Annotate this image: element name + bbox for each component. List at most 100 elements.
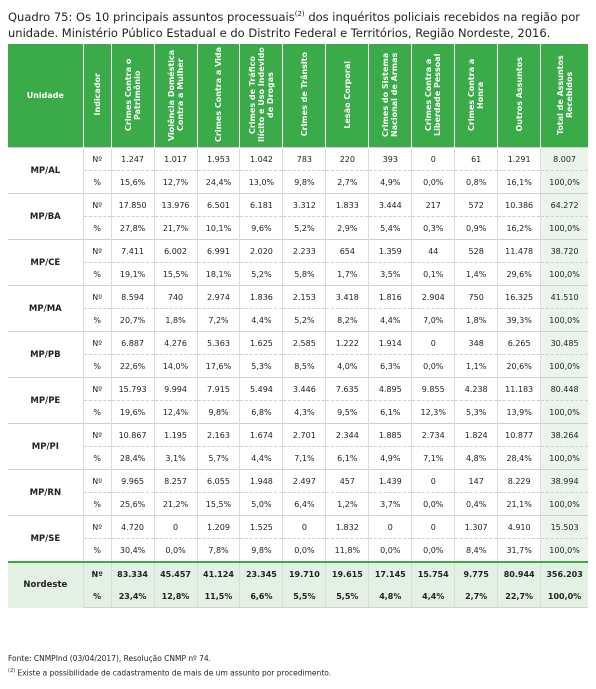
value-cell: 15,5%	[153, 262, 197, 286]
value-cell: 16,2%	[497, 216, 541, 240]
value-cell: 3,1%	[153, 446, 197, 470]
unit-cell: MP/SE	[8, 515, 84, 562]
value-cell: 0,8%	[454, 170, 498, 194]
value-cell: 19,1%	[110, 262, 155, 286]
value-cell: 14,0%	[153, 354, 197, 378]
value-cell: 21,1%	[497, 492, 541, 516]
value-cell: 1,4%	[454, 262, 498, 286]
header-label: Crimes Contra a Vida	[213, 47, 223, 142]
value-cell: 9,8%	[239, 538, 283, 562]
value-cell: 0	[282, 515, 326, 539]
value-cell: 100,0%	[540, 216, 588, 240]
value-cell: 45.457	[153, 561, 197, 585]
indicator-cell: %	[82, 308, 112, 332]
value-cell: 5,5%	[325, 585, 369, 608]
total-row: Nordeste Nº 83.334 45.457 41.124 23.345 19.710…	[8, 561, 588, 608]
value-cell: 9,8%	[196, 400, 240, 424]
value-cell: 3.312	[282, 193, 326, 217]
header-col-5: Crimes de Tráfico Ilícito e Uso Indevido…	[239, 44, 283, 148]
value-cell: 2.904	[411, 285, 455, 309]
header-col-7: Lesão Corporal	[325, 44, 369, 148]
value-cell: 4,3%	[282, 400, 326, 424]
value-cell: 7.915	[196, 377, 240, 401]
value-cell: 21,2%	[153, 492, 197, 516]
value-cell: 11,5%	[196, 585, 240, 608]
value-cell: 6,8%	[239, 400, 283, 424]
value-cell: 348	[454, 331, 498, 355]
value-cell: 0,0%	[368, 538, 412, 562]
value-cell: 4,8%	[454, 446, 498, 470]
table-row: % 30,4% 0,0% 7,8% 9,8% 0,0% 11,8% 0,0% 0,0% 8,4% 3…	[8, 538, 588, 562]
table-row: % 15,6% 12,7% 24,4% 13,0% 9,8% 2,7% 4,9% 0,0% 0,8…	[8, 170, 588, 194]
value-cell: 7,0%	[411, 308, 455, 332]
table-title: Quadro 75: Os 10 principais assuntos pro…	[8, 9, 580, 40]
value-cell: 1.836	[239, 285, 283, 309]
value-cell: 7,8%	[196, 538, 240, 562]
value-cell: 4,4%	[239, 446, 283, 470]
value-cell: 30.485	[540, 331, 588, 355]
value-cell: 0,4%	[454, 492, 498, 516]
value-cell: 18,1%	[196, 262, 240, 286]
value-cell: 12,7%	[153, 170, 197, 194]
value-cell: 10.386	[497, 193, 541, 217]
value-cell: 0	[411, 469, 455, 493]
value-cell: 0,1%	[411, 262, 455, 286]
value-cell: 44	[411, 239, 455, 263]
value-cell: 9,8%	[282, 170, 326, 194]
value-cell: 3,5%	[368, 262, 412, 286]
table-row: % 19,1% 15,5% 18,1% 5,2% 5,8% 1,7% 3,5% 0,1% 1,4%…	[8, 262, 588, 286]
unit-cell: MP/AL	[8, 147, 84, 194]
value-cell: 8.007	[540, 147, 588, 171]
indicator-cell: Nº	[82, 239, 112, 263]
value-cell: 17,6%	[196, 354, 240, 378]
header-col-9: Crimes Contra a Liberdade Pessoal	[411, 44, 455, 148]
value-cell: 5.363	[196, 331, 240, 355]
value-cell: 1.674	[239, 423, 283, 447]
value-cell: 5,2%	[239, 262, 283, 286]
value-cell: 11,8%	[325, 538, 369, 562]
header-label: Crimes Contra a Liberdade Pessoal	[424, 53, 443, 136]
unit-cell: MP/PI	[8, 423, 84, 470]
value-cell: 30,4%	[110, 538, 155, 562]
value-cell: 3.418	[325, 285, 369, 309]
value-cell: 2.701	[282, 423, 326, 447]
value-cell: 12,8%	[153, 585, 197, 608]
value-cell: 9,6%	[239, 216, 283, 240]
value-cell: 6,6%	[239, 585, 283, 608]
value-cell: 1,1%	[454, 354, 498, 378]
value-cell: 4,4%	[368, 308, 412, 332]
value-cell: 1.042	[239, 147, 283, 171]
value-cell: 22,7%	[497, 585, 541, 608]
value-cell: 80.944	[497, 561, 541, 585]
value-cell: 0,0%	[411, 538, 455, 562]
value-cell: 100,0%	[540, 446, 588, 470]
value-cell: 11.183	[497, 377, 541, 401]
value-cell: 7,1%	[282, 446, 326, 470]
value-cell: 17.850	[110, 193, 155, 217]
value-cell: 2.020	[239, 239, 283, 263]
value-cell: 2.233	[282, 239, 326, 263]
value-cell: 10.877	[497, 423, 541, 447]
value-cell: 13,0%	[239, 170, 283, 194]
value-cell: 1.291	[497, 147, 541, 171]
value-cell: 1.833	[325, 193, 369, 217]
header-col-10: Crimes Contra a Honra	[454, 44, 498, 148]
value-cell: 3.446	[282, 377, 326, 401]
table-row: % 27,8% 21,7% 10,1% 9,6% 5,2% 2,9% 5,4% 0,3% 0,9%…	[8, 216, 588, 240]
value-cell: 100,0%	[540, 354, 588, 378]
value-cell: 8,2%	[325, 308, 369, 332]
value-cell: 4.276	[153, 331, 197, 355]
value-cell: 4.910	[497, 515, 541, 539]
value-cell: 4,4%	[411, 585, 455, 608]
value-cell: 7,1%	[411, 446, 455, 470]
value-cell: 6.002	[153, 239, 197, 263]
value-cell: 10,1%	[196, 216, 240, 240]
value-cell: 1,2%	[325, 492, 369, 516]
value-cell: 5,7%	[196, 446, 240, 470]
value-cell: 2.153	[282, 285, 326, 309]
value-cell: 83.334	[110, 561, 155, 585]
value-cell: 1.816	[368, 285, 412, 309]
table-row: MP/PE Nº 15.793 9.994 7.915 5.494 3.446 7.635 4.…	[8, 377, 588, 424]
value-cell: 12,3%	[411, 400, 455, 424]
value-cell: 15.503	[540, 515, 588, 539]
